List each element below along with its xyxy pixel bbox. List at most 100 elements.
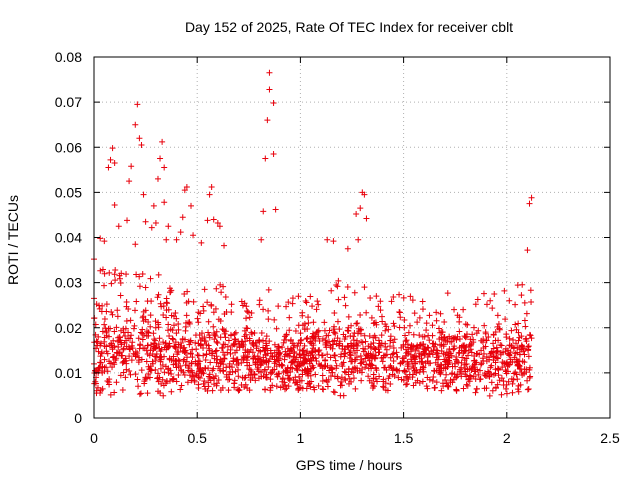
data-point (123, 317, 130, 324)
data-point (350, 366, 357, 373)
data-point (252, 339, 259, 346)
data-point (363, 309, 370, 316)
data-point (319, 365, 326, 372)
data-point (110, 353, 117, 360)
data-point (282, 348, 289, 355)
data-point (515, 388, 522, 395)
data-point (123, 343, 130, 350)
data-point (327, 354, 334, 361)
data-point (143, 375, 150, 382)
data-point (205, 379, 212, 386)
data-point (303, 336, 310, 343)
data-point (387, 343, 394, 350)
data-point (206, 371, 213, 378)
data-point (134, 350, 141, 357)
data-point (509, 389, 516, 396)
data-point (187, 368, 194, 375)
data-point (418, 358, 425, 365)
data-point (115, 344, 122, 351)
data-point (313, 358, 320, 365)
data-point (333, 340, 340, 347)
data-point (404, 381, 411, 388)
data-point (201, 383, 208, 390)
data-point (283, 303, 290, 310)
data-point (221, 330, 228, 337)
data-point (246, 314, 253, 321)
data-point (328, 366, 335, 373)
data-point (166, 332, 173, 339)
data-point (114, 338, 121, 345)
data-point (523, 366, 530, 373)
data-point (155, 378, 162, 385)
data-point (502, 348, 509, 355)
data-point (430, 373, 437, 380)
data-point (225, 371, 232, 378)
data-point (281, 353, 288, 360)
data-point (324, 236, 331, 243)
data-point (433, 379, 440, 386)
data-point (163, 236, 170, 243)
data-point (348, 358, 355, 365)
data-point (443, 371, 450, 378)
data-point (495, 366, 502, 373)
data-point (109, 346, 116, 353)
data-point (319, 372, 326, 379)
data-point (136, 283, 143, 290)
data-point (294, 343, 301, 350)
data-point (255, 337, 262, 344)
data-point (119, 352, 126, 359)
data-point (525, 353, 532, 360)
data-point (456, 366, 463, 373)
data-point (382, 327, 389, 334)
data-point (252, 377, 259, 384)
data-point (321, 319, 328, 326)
data-point (168, 312, 175, 319)
data-point (416, 314, 423, 321)
data-point (152, 220, 159, 227)
data-point (509, 380, 516, 387)
data-point (350, 342, 357, 349)
data-point (221, 311, 228, 318)
data-point (397, 360, 404, 367)
data-point (127, 317, 134, 324)
data-point (213, 347, 220, 354)
data-point (478, 360, 485, 367)
data-point (375, 303, 382, 310)
data-point (152, 366, 159, 373)
data-point (152, 324, 159, 331)
data-point (498, 342, 505, 349)
data-point (101, 321, 108, 328)
data-point (280, 339, 287, 346)
data-point (420, 348, 427, 355)
data-point (191, 378, 198, 385)
data-point (471, 368, 478, 375)
data-point (188, 202, 195, 209)
data-point (518, 292, 525, 299)
data-point (103, 364, 110, 371)
data-point (139, 336, 146, 343)
data-point (175, 320, 182, 327)
data-point (389, 351, 396, 358)
data-point (128, 357, 135, 364)
data-point (163, 377, 170, 384)
data-point (255, 355, 262, 362)
data-point (414, 319, 421, 326)
data-point (211, 355, 218, 362)
data-point (170, 353, 177, 360)
data-point (241, 375, 248, 382)
data-point (402, 338, 409, 345)
data-point (174, 348, 181, 355)
data-point (523, 335, 530, 342)
data-point (390, 294, 397, 301)
data-point (196, 332, 203, 339)
data-point (307, 355, 314, 362)
data-point (305, 319, 312, 326)
data-point (208, 183, 215, 190)
data-point (375, 337, 382, 344)
data-point (372, 375, 379, 382)
data-point (213, 359, 220, 366)
data-point (186, 363, 193, 370)
data-point (106, 269, 113, 276)
data-point (481, 370, 488, 377)
data-point (494, 365, 501, 372)
